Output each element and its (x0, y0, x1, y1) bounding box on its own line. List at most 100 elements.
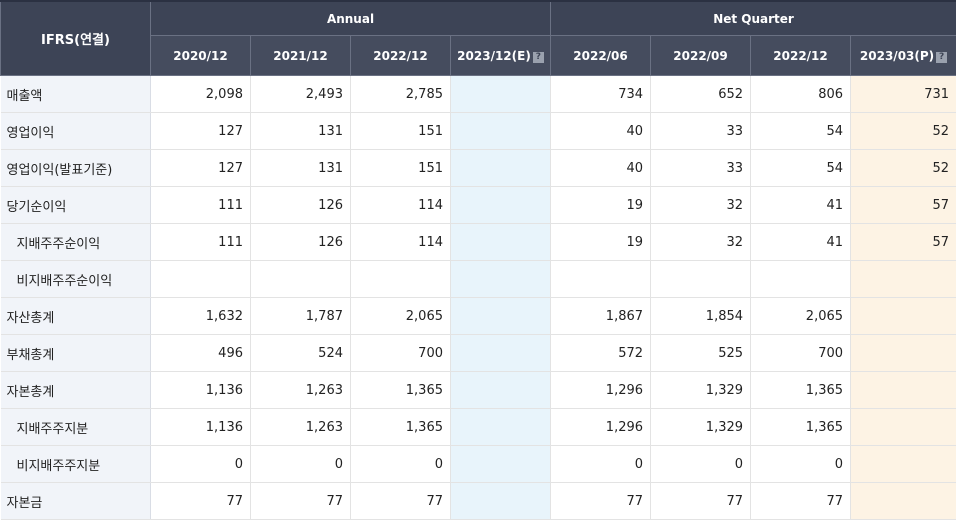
table-cell: 77 (250, 482, 351, 520)
table-cell: 54 (750, 149, 852, 187)
table-cell: 2,098 (150, 75, 251, 113)
table-row: 자본금 77 77 77 77 77 77 (0, 482, 956, 520)
table-cell (650, 260, 752, 298)
table-cell: 126 (250, 223, 351, 261)
table-cell: 52 (850, 149, 956, 187)
row-label: 영업이익 (0, 112, 151, 150)
table-cell: 731 (850, 75, 956, 113)
table-cell: 496 (150, 334, 251, 372)
row-label: 비지배주주순이익 (0, 260, 151, 298)
table-cell: 57 (850, 223, 956, 261)
table-cell: 1,867 (550, 297, 652, 335)
table-cell: 32 (650, 223, 752, 261)
period-header: 2021/12 (250, 35, 351, 76)
table-cell: 734 (550, 75, 652, 113)
table-row: 비지배주주순이익 (0, 260, 956, 298)
table-cell (850, 334, 956, 372)
table-cell: 2,065 (350, 297, 451, 335)
row-label: 비지배주주지분 (0, 445, 151, 483)
table-cell: 111 (150, 223, 251, 261)
table-cell: 19 (550, 223, 652, 261)
row-label: 자본총계 (0, 371, 151, 409)
period-header: 2022/06 (550, 35, 652, 76)
period-header: 2022/12 (350, 35, 451, 76)
row-label: 자본금 (0, 482, 151, 520)
table-cell: 1,263 (250, 408, 351, 446)
table-row: 당기순이익 111 126 114 19 32 41 57 (0, 186, 956, 224)
table-cell: 131 (250, 149, 351, 187)
table-cell: 1,136 (150, 408, 251, 446)
table-cell: 40 (550, 112, 652, 150)
table-cell: 0 (350, 445, 451, 483)
table-cell: 33 (650, 112, 752, 150)
table-row: 자산총계 1,632 1,787 2,065 1,867 1,854 2,065 (0, 297, 956, 335)
table-cell: 127 (150, 112, 251, 150)
table-cell: 19 (550, 186, 652, 224)
table-cell (450, 260, 552, 298)
quarter-header: Net Quarter (550, 0, 956, 36)
table-cell (850, 482, 956, 520)
table-cell (850, 408, 956, 446)
table-cell: 524 (250, 334, 351, 372)
table-cell (550, 260, 652, 298)
help-icon[interactable]: ? (936, 51, 948, 63)
table-cell: 127 (150, 149, 251, 187)
table-row: 매출액 2,098 2,493 2,785 734 652 806 731 (0, 75, 956, 113)
table-cell: 1,787 (250, 297, 351, 335)
table-row: 비지배주주지분 0 0 0 0 0 0 (0, 445, 956, 483)
table-cell (450, 371, 552, 409)
table-cell: 77 (750, 482, 852, 520)
table-cell: 151 (350, 149, 451, 187)
table-cell (450, 112, 552, 150)
table-cell: 54 (750, 112, 852, 150)
table-cell (850, 445, 956, 483)
table-cell: 0 (250, 445, 351, 483)
table-cell: 77 (650, 482, 752, 520)
table-cell: 700 (350, 334, 451, 372)
table-cell: 0 (650, 445, 752, 483)
table-cell: 1,329 (650, 371, 752, 409)
period-header: 2022/12 (750, 35, 852, 76)
ifrs-header: IFRS(연결) (0, 0, 151, 76)
table-cell (250, 260, 351, 298)
table-cell: 33 (650, 149, 752, 187)
table-row: 부채총계 496 524 700 572 525 700 (0, 334, 956, 372)
table-cell: 131 (250, 112, 351, 150)
table-cell (450, 482, 552, 520)
table-cell: 57 (850, 186, 956, 224)
table-cell: 0 (750, 445, 852, 483)
table-cell: 114 (350, 186, 451, 224)
row-label: 지배주주순이익 (0, 223, 151, 261)
table-cell: 41 (750, 223, 852, 261)
table-cell (850, 371, 956, 409)
row-label: 영업이익(발표기준) (0, 149, 151, 187)
table-cell (450, 75, 552, 113)
table-cell (850, 260, 956, 298)
table-cell: 40 (550, 149, 652, 187)
row-label: 지배주주지분 (0, 408, 151, 446)
table-cell: 1,854 (650, 297, 752, 335)
table-cell: 2,493 (250, 75, 351, 113)
period-header: 2020/12 (150, 35, 251, 76)
table-cell (450, 445, 552, 483)
table-cell: 0 (150, 445, 251, 483)
table-cell: 1,136 (150, 371, 251, 409)
table-cell: 77 (150, 482, 251, 520)
help-icon[interactable]: ? (532, 51, 544, 63)
table-cell: 111 (150, 186, 251, 224)
period-header-preliminary: 2023/03(P)? (850, 35, 956, 76)
table-cell: 41 (750, 186, 852, 224)
table-cell: 77 (350, 482, 451, 520)
table-cell: 1,632 (150, 297, 251, 335)
table-cell: 1,263 (250, 371, 351, 409)
table-row: 영업이익 127 131 151 40 33 54 52 (0, 112, 956, 150)
table-cell (450, 408, 552, 446)
table-cell: 2,065 (750, 297, 852, 335)
table-cell: 32 (650, 186, 752, 224)
table-cell: 0 (550, 445, 652, 483)
annual-header: Annual (149, 0, 552, 36)
table-cell (450, 149, 552, 187)
table-cell: 1,296 (550, 408, 652, 446)
table-row: 지배주주지분 1,136 1,263 1,365 1,296 1,329 1,365 (0, 408, 956, 446)
table-cell: 77 (550, 482, 652, 520)
